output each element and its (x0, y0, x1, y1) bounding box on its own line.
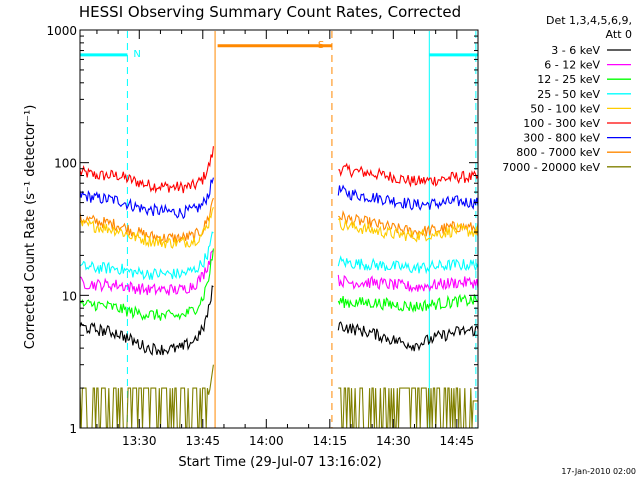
axes: 1 10 100 1000 13:30 13:45 14:00 14:15 14:30 14:45 (46, 24, 479, 448)
series-line-4-0 (79, 231, 214, 281)
series-line-7-0 (79, 285, 214, 356)
series-line-2-0 (79, 197, 214, 246)
y-tick-label-0: 1 (69, 422, 77, 436)
chart-title: HESSI Observing Summary Count Rates, Cor… (79, 3, 461, 21)
x-tick-label-1: 13:45 (185, 434, 220, 448)
series-line-5-1 (337, 274, 479, 293)
series-line-4-1 (337, 255, 479, 275)
series-line-5-0 (79, 249, 214, 296)
y-axis-label: Corrected Count Rate (s⁻¹ detector⁻¹) (23, 105, 38, 350)
x-tick-label-3: 14:15 (313, 434, 348, 448)
series-line-3-0 (79, 207, 214, 249)
legend-entry-label-7: 800 - 7000 keV (516, 146, 600, 159)
legend-entry-label-6: 300 - 800 keV (523, 132, 600, 145)
legend-entry-label-0: 3 - 6 keV (551, 44, 600, 57)
legend-entry-label-2: 12 - 25 keV (537, 73, 600, 86)
x-axis-label: Start Time (29-Jul-07 13:16:02) (178, 455, 381, 470)
plot-area: NS (79, 31, 479, 429)
legend-header-1: Att 0 (606, 28, 632, 41)
flag-label-N: N (133, 49, 140, 60)
plot-frame (79, 29, 479, 429)
y-tick-label-2: 100 (54, 157, 77, 171)
flag-label-S: S (318, 40, 324, 51)
legend-header-0: Det 1,3,4,5,6,9, (546, 14, 632, 27)
legend-entry-label-1: 6 - 12 keV (544, 59, 600, 72)
legend-entry-label-4: 50 - 100 keV (530, 102, 600, 115)
x-tick-label-0: 13:30 (122, 434, 157, 448)
x-tick-label-4: 14:30 (376, 434, 411, 448)
y-tick-label-1: 10 (62, 289, 77, 303)
series-line-6-1 (337, 293, 479, 313)
legend: Det 1,3,4,5,6,9,Att 0 3 - 6 keV 6 - 12 keV… (502, 14, 632, 174)
legend-entry-label-3: 25 - 50 keV (537, 88, 600, 101)
series-line-2-1 (338, 209, 479, 239)
series-line-6-0 (79, 248, 214, 321)
legend-entry-label-8: 7000 - 20000 keV (502, 161, 600, 174)
series-line-7-1 (337, 321, 479, 352)
series-line-0-0 (79, 146, 214, 194)
series-line-3-1 (337, 217, 479, 243)
x-tick-label-5: 14:45 (440, 434, 475, 448)
x-tick-label-2: 14:00 (249, 434, 284, 448)
footer-timestamp: 17-Jan-2010 02:00 (561, 467, 636, 476)
series-line-1-0 (79, 177, 214, 220)
series-line-0-1 (338, 162, 479, 188)
y-tick-label-3: 1000 (46, 24, 77, 38)
series-line-1-1 (337, 184, 479, 211)
legend-entry-label-5: 100 - 300 keV (523, 117, 600, 130)
series-line-8-1 (338, 387, 478, 429)
